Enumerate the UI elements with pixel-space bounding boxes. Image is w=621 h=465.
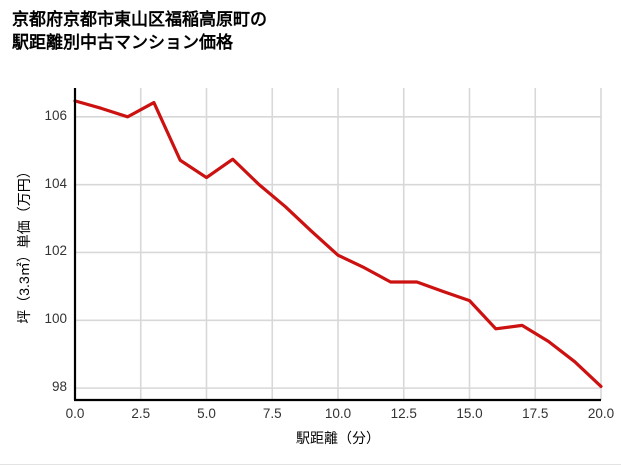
gridlines-group [74, 88, 602, 400]
x-tick-label: 5.0 [197, 406, 216, 421]
price-series-line [73, 99, 603, 389]
x-tick-label: 7.5 [262, 406, 282, 421]
y-axis-label: 坪（3.3㎡）単価（万円） [16, 164, 32, 324]
x-tick-label: 20.0 [587, 406, 615, 421]
y-tick-label: 106 [44, 107, 67, 123]
data-line-group [73, 99, 603, 389]
y-tick-label: 98 [51, 379, 67, 395]
x-tick-label: 10.0 [324, 406, 352, 421]
x-axis-label: 駅距離（分） [296, 430, 380, 446]
x-tick-label: 2.5 [131, 406, 151, 421]
x-tick-label: 15.0 [456, 406, 483, 421]
y-tick-label: 102 [44, 243, 67, 259]
x-tick-label: 0.0 [65, 406, 85, 421]
y-tick-label: 100 [44, 311, 67, 327]
y-tick-label: 104 [44, 175, 67, 191]
chart-title: 京都府京都市東山区福稲高原町の 駅距離別中古マンション価格 [12, 10, 267, 53]
x-tick-label: 12.5 [390, 406, 417, 421]
x-tick-label: 17.5 [522, 406, 549, 421]
